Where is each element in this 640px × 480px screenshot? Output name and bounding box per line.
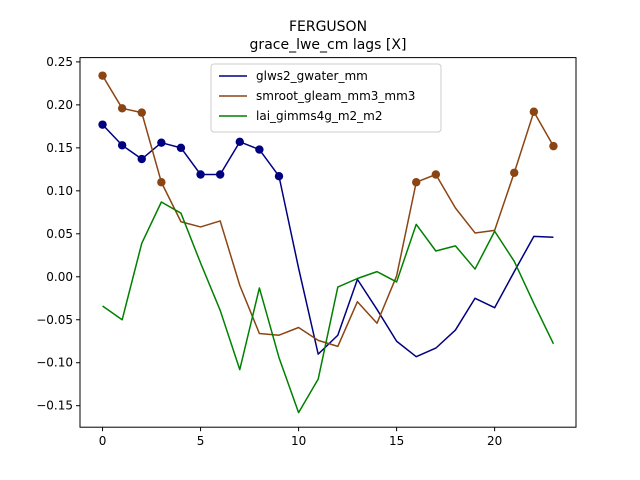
y-tick-label: 0.05 <box>46 227 73 241</box>
y-tick-label: 0.25 <box>46 55 73 69</box>
y-tick-label: 0.00 <box>46 270 73 284</box>
legend-label: lai_gimms4g_m2_m2 <box>256 109 383 123</box>
data-point-smroot_gleam_mm3_mm3-21 <box>510 168 519 177</box>
data-point-smroot_gleam_mm3_mm3-2 <box>137 108 146 117</box>
legend-label: smroot_gleam_mm3_mm3 <box>256 89 415 103</box>
data-point-glws2_gwater_mm-2 <box>137 154 146 164</box>
x-tick-label: 0 <box>99 434 107 448</box>
data-point-smroot_gleam_mm3_mm3-22 <box>529 107 539 116</box>
data-point-glws2_gwater_mm-7 <box>235 137 244 147</box>
y-tick-label: 0.10 <box>46 184 73 198</box>
data-point-smroot_gleam_mm3_mm3-1 <box>117 104 127 113</box>
data-point-glws2_gwater_mm-9 <box>274 172 284 181</box>
chart-subtitle: grace_lwe_cm lags [X] <box>250 37 407 53</box>
data-point-glws2_gwater_mm-5 <box>196 170 205 179</box>
plot-area <box>98 71 558 414</box>
legend-label: glws2_gwater_mm <box>256 69 368 83</box>
data-point-glws2_gwater_mm-6 <box>215 170 225 179</box>
data-point-smroot_gleam_mm3_mm3-3 <box>157 178 166 187</box>
data-point-smroot_gleam_mm3_mm3-16 <box>412 178 421 187</box>
data-point-glws2_gwater_mm-4 <box>176 143 186 153</box>
data-point-smroot_gleam_mm3_mm3-17 <box>431 170 441 179</box>
legend-box <box>210 63 442 133</box>
data-point-glws2_gwater_mm-8 <box>255 145 264 154</box>
chart-title: FERGUSON <box>289 19 367 35</box>
y-tick-label: 0.15 <box>46 141 73 155</box>
x-tick-label: 5 <box>197 434 205 448</box>
series-line-smroot_gleam_mm3_mm3 <box>101 75 555 348</box>
x-tick-label: 10 <box>291 434 306 448</box>
data-point-glws2_gwater_mm-3 <box>157 138 166 147</box>
data-point-glws2_gwater_mm-0 <box>98 120 107 129</box>
legend: glws2_gwater_mm smroot_gleam_mm3_mm3 lai_g… <box>210 63 442 133</box>
data-point-glws2_gwater_mm-1 <box>117 141 127 150</box>
series-line-lai_gimms4g_m2_m2 <box>102 201 555 414</box>
y-tick-label: 0.20 <box>46 98 73 112</box>
y-tick-label: −0.05 <box>36 313 73 327</box>
axes: 0 5 10 15 20 −0.15 −0.10 −0.05 0.00 0.05 0.10 0.15 0… <box>36 55 577 448</box>
axes-frame <box>79 57 577 428</box>
y-tick-label: −0.10 <box>36 356 73 370</box>
data-point-smroot_gleam_mm3_mm3-23 <box>549 141 558 151</box>
x-tick-label: 15 <box>389 434 404 448</box>
x-tick-label: 20 <box>487 434 502 448</box>
y-tick-label: −0.15 <box>36 399 73 413</box>
data-point-smroot_gleam_mm3_mm3-0 <box>98 71 107 80</box>
